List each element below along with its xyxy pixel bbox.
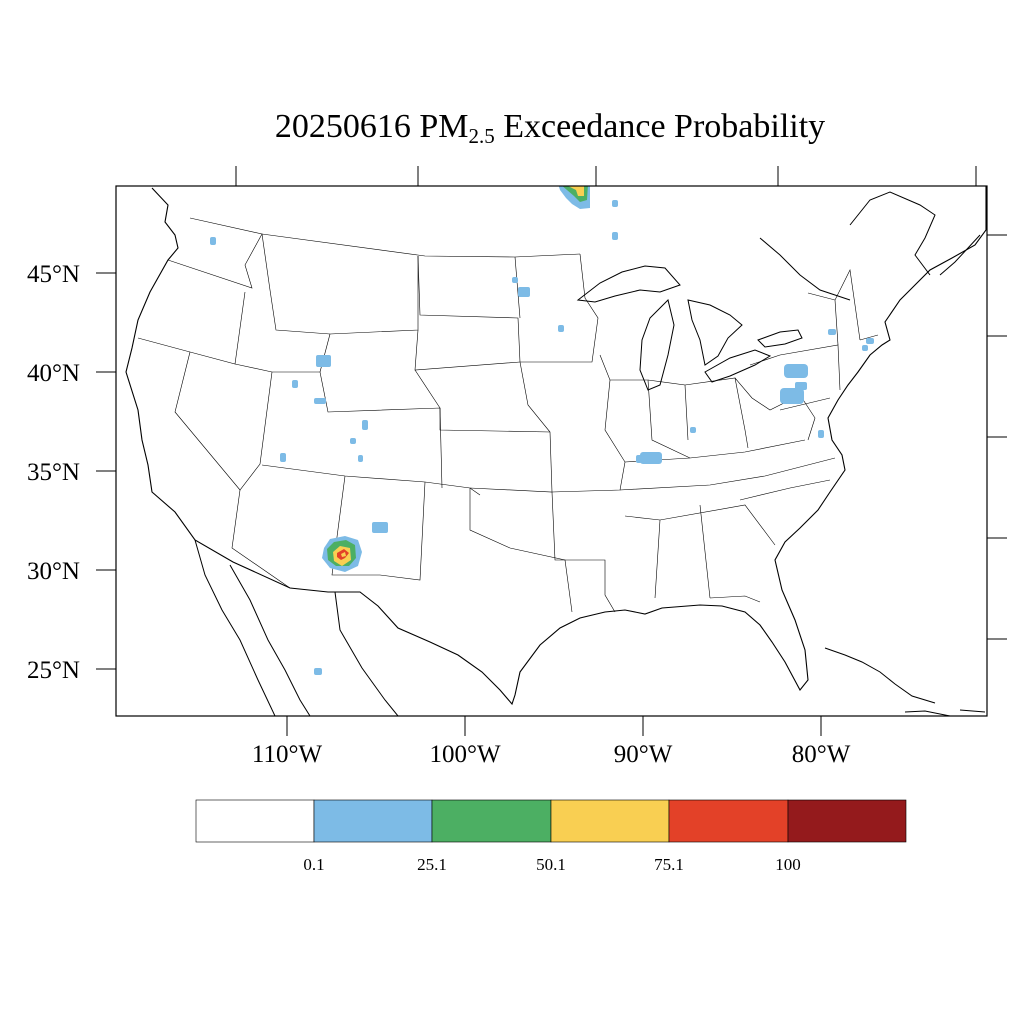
map-frame [115,185,988,717]
lat-label: 25°N [27,657,80,684]
lat-label: 40°N [27,360,80,387]
state-borders [137,217,879,613]
lon-label: 110°W [252,741,323,768]
lat-label: 35°N [27,459,80,486]
title-suffix: Exceedance Probability [503,108,826,145]
colorbar-segment [313,799,433,843]
mn-hotspot-75 [568,186,584,196]
colorbar-label: 25.1 [417,855,447,874]
right-ticks [987,234,1007,640]
lat-label: 45°N [27,261,80,288]
colorbar-segment [431,799,552,843]
lon-label: 90°W [614,741,673,768]
colorbar-label: 100 [775,855,801,874]
map-title: 20250616 PM2.5 Exceedance Probability [0,108,1024,149]
colorbar-segment [195,799,315,843]
title-subscript: 2.5 [468,124,495,148]
lat-label: 30°N [27,558,80,585]
coastline [125,186,987,706]
colorbar-segment [550,799,670,843]
colorbar: 0.1 25.1 50.1 75.1 100 [195,799,907,874]
probability-contours [210,186,874,675]
colorbar-segment [787,799,907,843]
nm-hotspot-core [341,552,346,557]
caribbean-islands [824,647,986,716]
map-area [125,186,987,716]
lat-labels: 45°N 40°N 35°N 30°N 25°N [27,261,80,684]
title-pm: PM [419,108,469,145]
lon-labels: 110°W 100°W 90°W 80°W [252,741,851,768]
canada-coast [759,191,981,301]
lon-ticks [286,716,822,736]
title-date: 20250616 [274,108,411,145]
mexico-coast [194,539,399,716]
great-lakes [576,265,803,391]
top-ticks [235,166,977,186]
lon-label: 80°W [792,741,851,768]
lon-label: 100°W [429,741,500,768]
lat-ticks [96,272,116,670]
colorbar-label: 50.1 [536,855,566,874]
colorbar-label: 75.1 [654,855,684,874]
colorbar-label: 0.1 [303,855,324,874]
colorbar-segment [668,799,789,843]
low-probability-areas [210,200,874,675]
